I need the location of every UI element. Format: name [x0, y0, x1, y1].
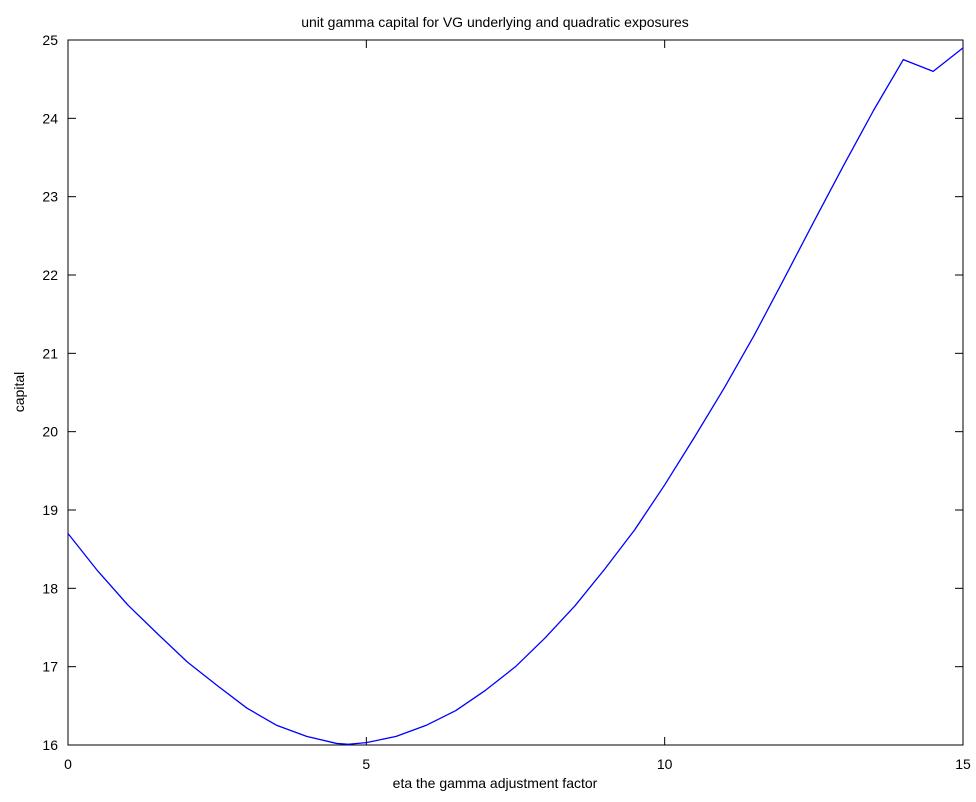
y-tick-label: 18 — [42, 580, 58, 596]
y-tick-label: 21 — [42, 345, 58, 361]
x-tick-label: 10 — [657, 756, 673, 772]
x-tick-label: 0 — [64, 756, 72, 772]
series-layer — [67, 47, 964, 745]
y-tick-label: 22 — [42, 267, 58, 283]
y-tick-label: 23 — [42, 189, 58, 205]
y-tick-label: 20 — [42, 424, 58, 440]
plot-frame — [67, 39, 964, 746]
x-tick-label: 15 — [955, 756, 971, 772]
axes-layer: 0 5 10 15 16 17 18 19 20 21 22 23 24 25 — [42, 32, 971, 772]
y-axis-label: capital — [11, 372, 27, 412]
x-tick-label: 5 — [362, 756, 370, 772]
x-axis-label: eta the gamma adjustment factor — [393, 775, 598, 791]
y-tick-label: 17 — [42, 659, 58, 675]
y-tick-label: 19 — [42, 502, 58, 518]
y-tick-label: 16 — [42, 737, 58, 753]
chart-title: unit gamma capital for VG underlying and… — [301, 14, 689, 30]
y-tick-label: 24 — [42, 110, 58, 126]
series-line-1 — [67, 47, 964, 745]
y-tick-label: 25 — [42, 32, 58, 48]
